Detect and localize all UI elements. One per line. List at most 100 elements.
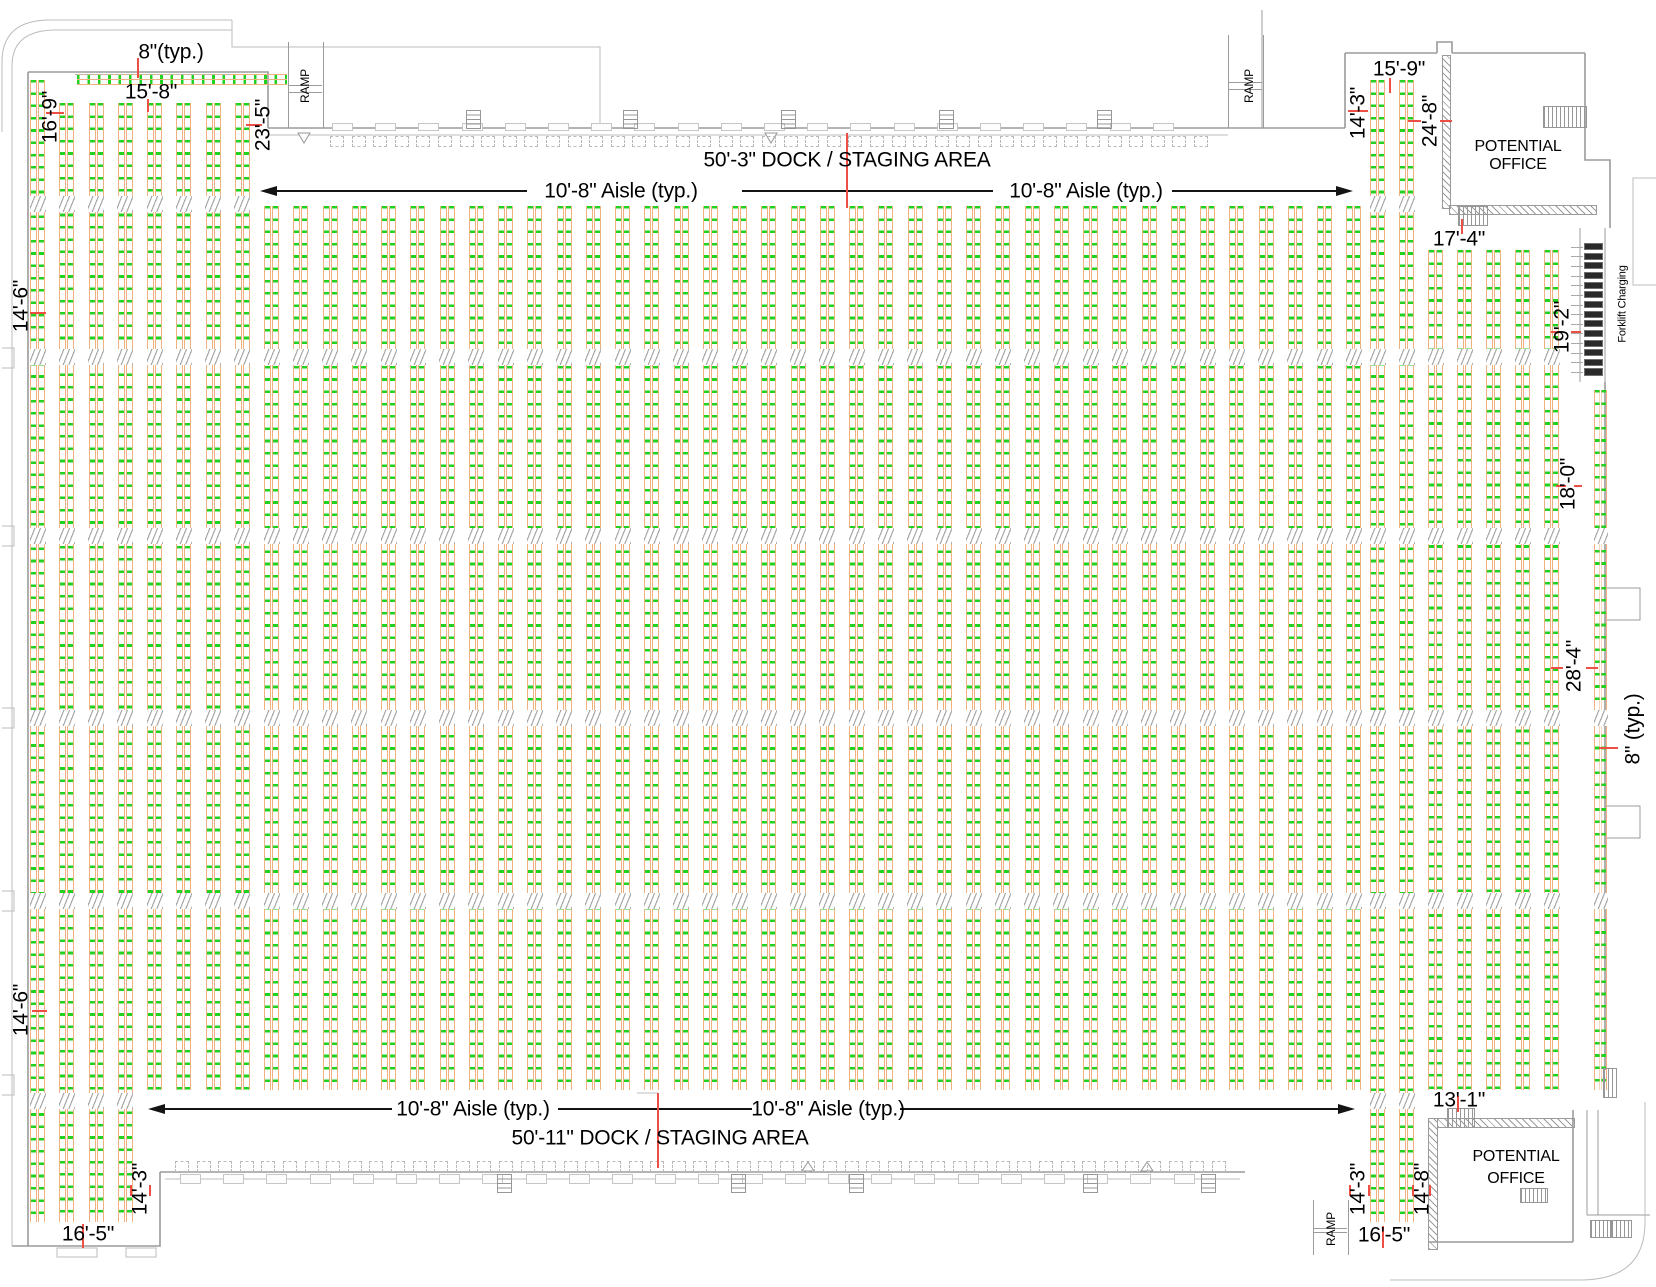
rack-flue-hatch <box>263 528 280 544</box>
dock-door <box>261 1161 276 1172</box>
dim-17-4: 17'-4" <box>1432 227 1486 251</box>
rack-flue-hatch <box>146 196 163 212</box>
rack-flue-hatch <box>877 528 894 544</box>
dock-ladder-icon <box>1083 1174 1098 1193</box>
rack-flue-hatch <box>1427 528 1444 544</box>
rack-flue-hatch <box>351 893 368 909</box>
rack-flue-hatch <box>994 710 1011 726</box>
hatched-wall <box>1437 1118 1575 1128</box>
dock-door <box>567 136 582 147</box>
rack-flue-hatch <box>88 349 104 365</box>
dock-door <box>1039 1161 1053 1172</box>
rack-row <box>585 206 601 1090</box>
dock-ladder-icon <box>1097 110 1112 129</box>
rack-flue-hatch <box>1345 710 1362 726</box>
rack-flue-hatch <box>1485 349 1502 365</box>
dock-door <box>1107 136 1122 147</box>
dock-ladder-icon <box>781 110 796 129</box>
ramp-divider <box>1228 88 1262 90</box>
rack-flue-hatch <box>322 349 338 365</box>
rack-row <box>1346 206 1362 1090</box>
rack-flue-hatch <box>965 710 982 726</box>
dock-door <box>1082 1161 1097 1172</box>
hatched-wall <box>1449 205 1597 215</box>
battery-charger-icon <box>1583 320 1603 328</box>
rack-row <box>1370 80 1385 1222</box>
rack-flue-hatch <box>1543 528 1560 544</box>
rack-flue-hatch <box>673 349 689 365</box>
arrowhead-left-icon <box>260 185 277 196</box>
rack-row <box>1544 250 1559 1090</box>
battery-charger-icon <box>1583 349 1603 357</box>
rack-flue-hatch <box>731 893 748 909</box>
rack-flue-hatch <box>614 893 631 909</box>
rack-flue-hatch <box>731 349 748 365</box>
dock-door-leaf <box>698 1174 720 1184</box>
rack-row <box>468 206 484 1090</box>
dock-door <box>909 1161 924 1172</box>
dock-door <box>546 136 560 147</box>
dock-door <box>394 136 409 147</box>
dock-door <box>1060 1161 1075 1172</box>
dimension-tick-red <box>130 1185 132 1196</box>
dock-door <box>762 136 776 147</box>
rack-flue-hatch <box>1427 349 1444 365</box>
rack-flue-hatch <box>936 528 953 544</box>
dimension-tick-red <box>32 1010 47 1012</box>
rack-flue-hatch <box>585 528 602 544</box>
dock-door-leaf <box>828 1174 849 1184</box>
rack-flue-hatch <box>263 349 280 365</box>
dim-14-3-bottom-left: 14'-3" <box>128 1162 152 1216</box>
rack-flue-hatch <box>1543 349 1560 365</box>
rack-flue-hatch <box>439 528 455 544</box>
rack-flue-hatch <box>29 528 46 544</box>
rack-flue-hatch <box>1398 710 1415 726</box>
rack-flue-hatch <box>965 528 982 544</box>
rack-row <box>673 206 689 1090</box>
rack-flue-hatch <box>1082 528 1099 544</box>
dimension-tick-red <box>1574 485 1582 487</box>
rack-row <box>439 206 455 1090</box>
dock-door-leaf <box>893 122 915 131</box>
rack-flue-hatch <box>1111 893 1128 909</box>
rack-flue-hatch <box>409 349 426 365</box>
office-bottom-line1: POTENTIAL <box>1472 1148 1560 1165</box>
rack-flue-hatch <box>1287 710 1304 726</box>
rack-flue-hatch <box>1369 349 1386 365</box>
rack-flue-hatch <box>1287 528 1304 544</box>
rack-flue-hatch <box>468 349 485 365</box>
stairs-icon <box>1590 1220 1611 1238</box>
rack-flue-hatch <box>1199 349 1216 365</box>
battery-lead-line <box>1571 294 1583 296</box>
dock-door <box>697 136 712 147</box>
rack-flue-hatch <box>614 710 631 726</box>
battery-charger-icon <box>1583 368 1603 376</box>
rack-flue-hatch <box>1316 349 1333 365</box>
rack-row <box>732 206 747 1090</box>
dock-door <box>891 136 906 147</box>
dock-door <box>283 1161 297 1172</box>
stairs-icon <box>1611 1220 1632 1238</box>
rack-flue-hatch <box>468 528 485 544</box>
dock-door <box>1147 1161 1161 1172</box>
dock-door <box>502 136 517 147</box>
battery-lead-line <box>1571 352 1583 354</box>
rack-flue-hatch <box>29 196 46 212</box>
dock-door <box>391 1161 405 1172</box>
dock-door <box>520 1161 535 1172</box>
rack-flue-hatch <box>468 710 485 726</box>
rack-row <box>351 206 367 1090</box>
rack-flue-hatch <box>760 349 777 365</box>
dock-door <box>805 136 820 147</box>
rack-flue-hatch <box>263 710 280 726</box>
rack-row <box>1229 206 1245 1090</box>
rack-flue-hatch <box>1141 528 1157 544</box>
dock-door <box>347 1161 362 1172</box>
dock-door <box>974 1161 989 1172</box>
rack-flue-hatch <box>819 893 836 909</box>
rack-flue-hatch <box>1111 349 1128 365</box>
dock-door <box>715 1161 729 1172</box>
rack-flue-hatch <box>1024 349 1040 365</box>
rack-flue-hatch <box>790 528 806 544</box>
rack-flue-hatch <box>234 710 251 726</box>
